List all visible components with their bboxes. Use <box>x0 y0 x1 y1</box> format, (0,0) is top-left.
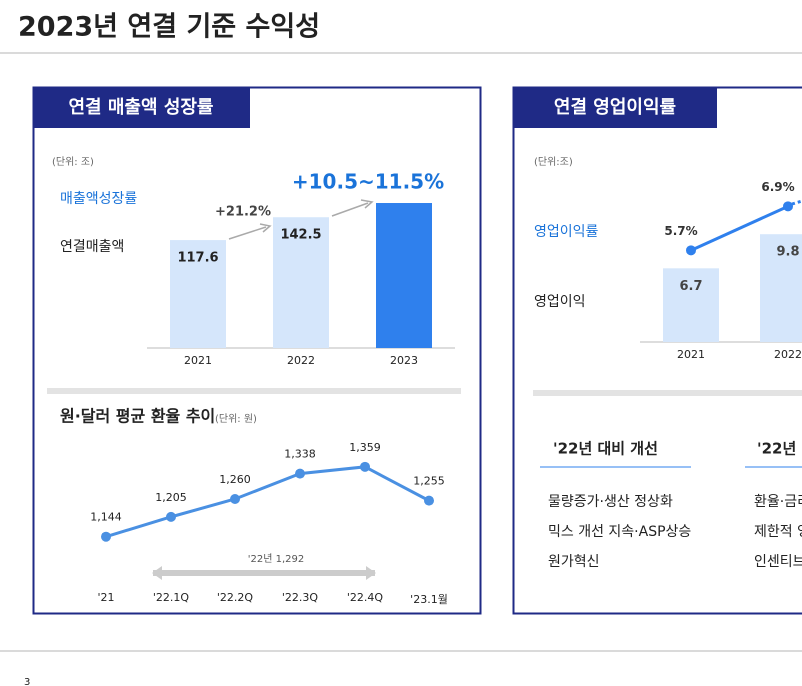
trend-continuation <box>791 199 802 206</box>
value-label: 5.7% <box>664 224 697 238</box>
note-item: 물량증가·생산 정상화 <box>548 494 673 510</box>
note-item: 원가혁신 <box>548 554 600 570</box>
value-label: 142.5 <box>280 228 321 243</box>
value-label: 1,144 <box>90 511 122 524</box>
note-item: 제한적 영향 <box>754 524 802 540</box>
x-tick-label: '23.1월 <box>410 593 448 606</box>
value-label: 117.6 <box>177 251 218 266</box>
slide-title: 2023년 연결 기준 수익성 <box>18 12 320 43</box>
chart-title: 원·달러 평균 환율 추이 <box>60 407 215 426</box>
point <box>686 245 696 256</box>
x-tick-label: 2023 <box>390 354 418 367</box>
point <box>101 531 111 542</box>
value-label: 6.7 <box>679 279 702 294</box>
bar <box>376 203 432 348</box>
growth-label: +10.5~11.5% <box>292 170 444 194</box>
legend-label: 영업이익률 <box>534 224 599 240</box>
bar <box>663 268 719 342</box>
line <box>105 465 430 539</box>
panel-frame <box>32 86 482 615</box>
separator <box>533 390 802 396</box>
bar <box>170 240 226 348</box>
x-tick-label: 2021 <box>184 354 212 367</box>
growth-arrow <box>228 223 272 240</box>
x-tick-label: '22.1Q <box>153 591 190 604</box>
legend-label: 영업이익 <box>534 294 586 310</box>
x-tick-label: '22.3Q <box>282 591 319 604</box>
x-tick-label: '22.4Q <box>347 591 384 604</box>
panel-title: 연결 영업이익률 <box>554 97 676 118</box>
point <box>424 495 434 506</box>
x-tick-label: 2022 <box>287 354 315 367</box>
unit-label: (단위: 원) <box>215 412 257 425</box>
point <box>230 494 240 504</box>
panel-header <box>33 87 250 128</box>
panel-header <box>513 87 717 128</box>
x-tick-label: 2022 <box>774 348 802 361</box>
x-tick-label: '22.2Q <box>217 591 254 604</box>
note-heading: '22년 대비 개선 <box>553 440 658 458</box>
note-item: 인센티브 <box>754 554 802 570</box>
annotation: '22년 1,292 <box>248 553 304 565</box>
panel-title: 연결 매출액 성장률 <box>68 97 213 118</box>
point <box>360 461 370 472</box>
value-label: 1,338 <box>284 448 316 461</box>
value-label: 1,260 <box>219 473 251 486</box>
page-number: 3 <box>24 677 30 686</box>
value-label: 1,205 <box>155 491 187 504</box>
unit-label: (단위: 조) <box>52 155 94 168</box>
note-item: 믹스 개선 지속·ASP상승 <box>548 524 691 540</box>
point <box>783 201 793 212</box>
x-tick-label: '21 <box>97 591 114 604</box>
growth-arrow <box>331 199 374 217</box>
line <box>690 204 789 252</box>
note-item: 환율·금리 <box>754 494 802 510</box>
value-label: 9.8 <box>776 245 799 260</box>
value-label: 1,359 <box>349 441 381 454</box>
unit-label: (단위:조) <box>534 155 573 168</box>
x-tick-label: 2021 <box>677 348 705 361</box>
point <box>166 511 176 522</box>
separator <box>47 388 461 394</box>
growth-label: +21.2% <box>215 205 271 220</box>
bar <box>760 234 802 342</box>
row-label: 연결매출액 <box>60 239 124 255</box>
point <box>295 468 305 479</box>
value-label: 6.9% <box>761 180 794 194</box>
value-label: 1,255 <box>413 475 445 488</box>
row-label: 매출액성장률 <box>60 191 137 207</box>
note-heading: '22년 대비 <box>757 440 802 458</box>
bar <box>273 217 329 348</box>
